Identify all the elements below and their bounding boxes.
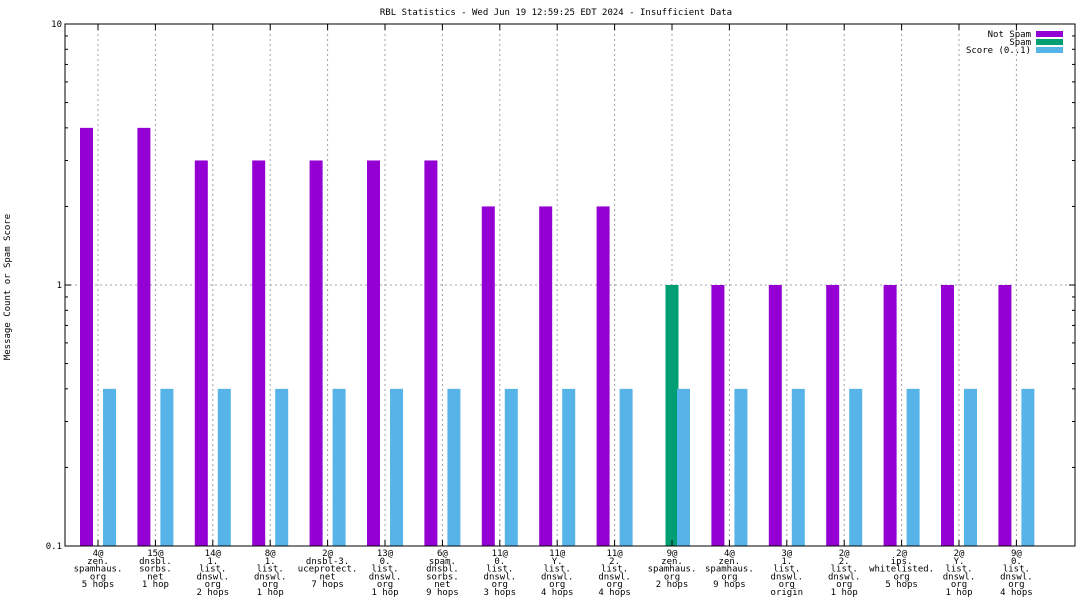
- y-ticks: 0.1 1 10: [46, 20, 1075, 552]
- bar: [367, 160, 380, 546]
- bar: [504, 388, 518, 546]
- bar: [768, 285, 782, 546]
- y-tick-label: 1: [57, 281, 62, 291]
- bar: [677, 388, 690, 546]
- bar: [137, 127, 151, 547]
- x-tick-label: 4@ zen. spamhaus. org 5 hops: [74, 549, 123, 590]
- bar: [80, 127, 93, 547]
- x-tick-label: 8@ 1. list. dnswl. org 1 hop: [254, 549, 287, 598]
- legend-label: Not Spam: [988, 30, 1031, 40]
- x-tick-label: 2@ ips. whitelisted. org 5 hops: [869, 549, 934, 590]
- x-tick-label: 11@ 0. list. dnswl. org 3 hops: [484, 549, 517, 598]
- bar: [447, 388, 461, 546]
- bar: [906, 388, 920, 546]
- bar: [252, 160, 266, 546]
- x-tick-label: 15@ dnsbl. sorbs. net 1 hop: [139, 549, 172, 590]
- x-tick-label: 9@ zen. spamhaus. org 2 hops: [648, 549, 697, 590]
- bar: [424, 160, 438, 546]
- bar: [941, 285, 954, 546]
- bar: [309, 160, 323, 546]
- x-tick-label: 6@ spam. dnsbl. sorbs. net 9 hops: [426, 549, 459, 598]
- bar: [390, 388, 403, 546]
- bar: [998, 285, 1012, 546]
- bar: [103, 388, 116, 546]
- bar: [1021, 388, 1035, 546]
- x-tick-label: 11@ Y. list. dnswl. org 4 hops: [541, 549, 574, 598]
- x-tick-label: 3@ 1. list. dnswl. org origin: [771, 549, 804, 598]
- bar: [849, 388, 863, 546]
- bar: [711, 285, 725, 546]
- legend-label: Spam: [1009, 38, 1031, 48]
- bar: [964, 388, 977, 546]
- x-tick-label: 11@ 2. list. dnswl. org 4 hops: [598, 549, 631, 598]
- bar: [883, 285, 897, 546]
- x-tick-label: 14@ 1. list. dnswl. org 2 hops: [197, 549, 230, 598]
- bar: [734, 388, 748, 546]
- bar: [217, 388, 231, 546]
- legend-swatch: [1036, 47, 1063, 53]
- bars-layer: [80, 127, 1035, 547]
- x-tick-label: 2@ dnsbl-3. uceprotect. net 7 hops: [298, 549, 358, 590]
- y-axis-label: Message Count or Spam Score: [3, 214, 13, 360]
- bar: [665, 285, 679, 546]
- chart-title: RBL Statistics - Wed Jun 19 12:59:25 EDT…: [380, 8, 732, 18]
- bar: [160, 388, 174, 546]
- bar: [332, 388, 346, 546]
- x-tick-label: 2@ Y. list. dnswl. org 1 hop: [943, 549, 976, 598]
- y-tick-label: 10: [51, 20, 62, 30]
- x-tick-label: 13@ 0. list. dnswl. org 1 hop: [369, 549, 402, 598]
- x-ticks: 4@ zen. spamhaus. org 5 hops 15@ dnsbl. sorbs. n…: [74, 24, 1033, 598]
- bar: [539, 206, 553, 547]
- bar: [791, 388, 805, 546]
- x-tick-label: 2@ 2. list. dnswl. org 1 hop: [828, 549, 861, 598]
- x-tick-label: 4@ zen. spamhaus. org 9 hops: [705, 549, 754, 590]
- legend-label: Score (0..1): [966, 46, 1031, 56]
- bar: [481, 206, 495, 547]
- bar: [619, 388, 633, 546]
- y-tick-label: 0.1: [46, 542, 62, 552]
- x-tick-label: 9@ 0. list. dnswl. org 4 hops: [1000, 549, 1033, 598]
- legend-swatch: [1036, 31, 1063, 37]
- bar: [826, 285, 840, 546]
- bar: [596, 206, 610, 547]
- bar: [562, 388, 576, 546]
- legend-swatch: [1036, 39, 1063, 45]
- bar: [194, 160, 208, 546]
- bar: [275, 388, 289, 546]
